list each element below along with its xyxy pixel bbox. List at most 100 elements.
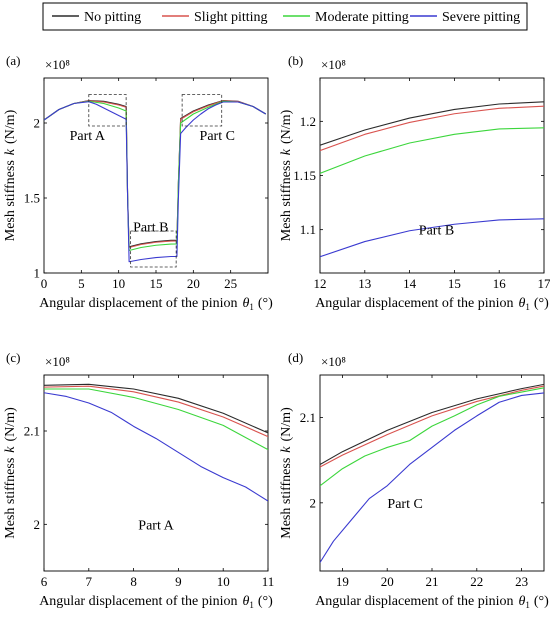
series-line bbox=[44, 100, 267, 249]
x-axis-label-text: Angular displacement of the pinion bbox=[39, 594, 237, 609]
legend-label: Slight pitting bbox=[194, 10, 268, 25]
y-axis-unit: (N/m) bbox=[3, 407, 18, 442]
plot-frame bbox=[43, 374, 269, 572]
x-axis-unit: (°) bbox=[534, 594, 549, 609]
y-tick-label: 1.1 bbox=[300, 222, 316, 237]
x-tick-label: 17 bbox=[538, 276, 550, 291]
x-axis-symbol: θ bbox=[242, 594, 249, 609]
x-tick-label: 21 bbox=[426, 574, 439, 589]
plot-frame bbox=[43, 77, 269, 274]
annotation: Part C bbox=[387, 497, 422, 512]
series-line bbox=[320, 105, 544, 152]
x-axis-label-text: Angular displacement of the pinion bbox=[315, 296, 513, 311]
x-tick-label: 13 bbox=[358, 276, 371, 291]
legend: No pitting Slight pitting Moderate pitting… bbox=[42, 2, 528, 31]
x-tick-label: 14 bbox=[403, 276, 417, 291]
series-line bbox=[320, 101, 544, 146]
series-line bbox=[44, 101, 267, 263]
y-axis-symbol: k bbox=[3, 148, 18, 155]
y-axis-label-text: Mesh stiffness bbox=[3, 160, 18, 241]
y-tick-label: 1.15 bbox=[293, 168, 316, 183]
y-exponent: ×10⁸ bbox=[321, 57, 346, 72]
x-tick-label: 6 bbox=[41, 574, 48, 589]
panel-label: (a) bbox=[6, 53, 20, 68]
y-axis-unit: (N/m) bbox=[3, 109, 18, 144]
x-axis-subscript: 1 bbox=[249, 302, 254, 312]
series-group bbox=[320, 101, 544, 258]
series-group bbox=[44, 99, 267, 263]
y-axis-symbol: k bbox=[3, 446, 18, 453]
y-axis-unit: (N/m) bbox=[279, 109, 294, 144]
y-axis-label: Mesh stiffness k (N/m) bbox=[279, 407, 294, 539]
zoom-box bbox=[88, 94, 127, 127]
series-line bbox=[44, 392, 268, 502]
chart-panels: 0 5 10 15 20 25 1 1.5 2 (a) ×10⁸ Mesh stiffness k (N/… bbox=[3, 53, 550, 610]
series-line bbox=[320, 387, 544, 487]
y-axis-symbol: k bbox=[279, 446, 294, 453]
y-axis-label-text: Mesh stiffness bbox=[279, 160, 294, 241]
legend-item: Moderate pitting bbox=[283, 10, 409, 25]
y-tick-label: 2.1 bbox=[24, 424, 40, 439]
x-tick-label: 20 bbox=[187, 276, 200, 291]
y-tick-label: 2.1 bbox=[300, 410, 316, 425]
x-axis-label-text: Angular displacement of the pinion bbox=[315, 594, 513, 609]
chart-panel: 12 13 14 15 16 17 1.1 1.15 1.2 (b) ×10⁸ Mesh stiffn… bbox=[279, 53, 550, 312]
series-group bbox=[320, 383, 544, 563]
y-axis-label: Mesh stiffness k (N/m) bbox=[3, 407, 18, 539]
series-line bbox=[44, 388, 268, 451]
y-exponent: ×10⁸ bbox=[45, 354, 70, 369]
series-line bbox=[320, 218, 544, 258]
x-axis-subscript: 1 bbox=[525, 600, 530, 610]
x-axis-symbol: θ bbox=[242, 296, 249, 311]
y-tick-label: 1.5 bbox=[24, 191, 40, 206]
annotation: Part B bbox=[133, 221, 168, 236]
legend-item: Severe pitting bbox=[410, 10, 520, 25]
series-line bbox=[44, 100, 267, 252]
panel-label: (b) bbox=[288, 53, 303, 68]
y-axis-symbol: k bbox=[279, 148, 294, 155]
series-line bbox=[320, 127, 544, 174]
annotation: Part A bbox=[138, 518, 174, 533]
series-line bbox=[320, 383, 544, 465]
y-axis-unit: (N/m) bbox=[279, 407, 294, 442]
x-axis-unit: (°) bbox=[258, 594, 273, 609]
x-axis-label-text: Angular displacement of the pinion bbox=[39, 296, 237, 311]
x-tick-label: 15 bbox=[150, 276, 163, 291]
x-tick-label: 15 bbox=[448, 276, 461, 291]
legend-label: Moderate pitting bbox=[315, 10, 409, 25]
y-tick-label: 1 bbox=[34, 266, 41, 281]
x-tick-label: 10 bbox=[112, 276, 125, 291]
annotation: Part A bbox=[70, 129, 106, 144]
x-tick-label: 10 bbox=[217, 574, 230, 589]
panel-label: (c) bbox=[6, 350, 20, 365]
x-axis-label: Angular displacement of the pinion θ1 (°) bbox=[39, 594, 273, 610]
x-axis-label: Angular displacement of the pinion θ1 (°) bbox=[315, 296, 549, 312]
panel-label: (d) bbox=[288, 350, 303, 365]
x-axis-subscript: 1 bbox=[249, 600, 254, 610]
x-tick-label: 25 bbox=[224, 276, 237, 291]
series-line bbox=[44, 385, 268, 438]
legend-label: Severe pitting bbox=[442, 10, 520, 25]
y-tick-label: 1.2 bbox=[300, 114, 316, 129]
x-axis-unit: (°) bbox=[258, 296, 273, 311]
annotation: Part C bbox=[200, 129, 235, 144]
series-line bbox=[44, 383, 268, 434]
x-tick-label: 11 bbox=[262, 574, 275, 589]
x-tick-label: 19 bbox=[336, 574, 349, 589]
chart-panel: 19 20 21 22 23 2 2.1 (d) ×10⁸ Mesh stiffness k (N/m… bbox=[279, 350, 549, 610]
x-tick-label: 22 bbox=[470, 574, 483, 589]
y-tick-label: 2 bbox=[34, 517, 41, 532]
x-axis-symbol: θ bbox=[518, 594, 525, 609]
y-exponent: ×10⁸ bbox=[321, 354, 346, 369]
x-tick-label: 9 bbox=[175, 574, 182, 589]
x-tick-label: 23 bbox=[515, 574, 528, 589]
plot-frame bbox=[319, 374, 545, 572]
legend-item: No pitting bbox=[52, 10, 141, 25]
y-tick-label: 2 bbox=[34, 116, 41, 131]
x-tick-label: 0 bbox=[41, 276, 48, 291]
legend-item: Slight pitting bbox=[162, 10, 268, 25]
legend-label: No pitting bbox=[84, 10, 141, 25]
annotation: Part B bbox=[419, 224, 454, 239]
y-tick-label: 2 bbox=[310, 495, 317, 510]
